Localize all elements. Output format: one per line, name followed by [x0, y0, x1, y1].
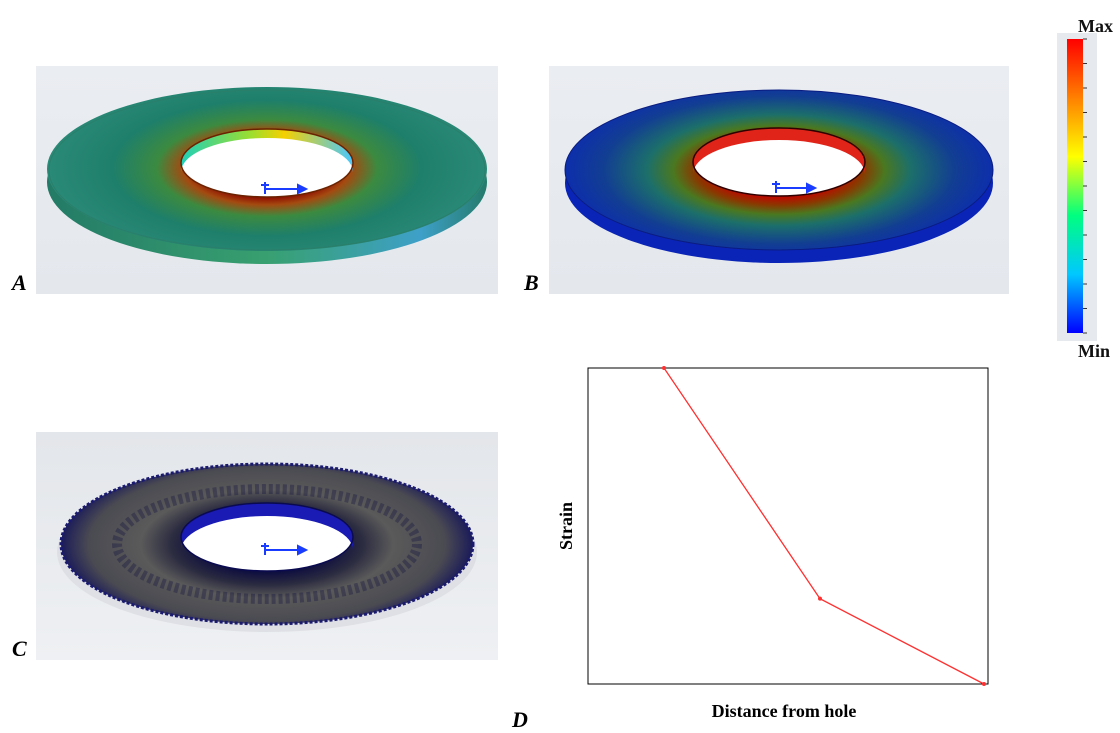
color-scale-max-label: Max: [1078, 16, 1113, 36]
color-scale-bar: [1057, 33, 1097, 341]
washer-c-render: [57, 462, 477, 632]
panel-c-threshold-plot: [36, 432, 498, 660]
axis-triad-icon: [772, 181, 818, 194]
panel-label-a: A: [12, 270, 27, 295]
panel-a-stress-plot: [36, 66, 498, 294]
washer-a-render: [47, 87, 487, 264]
panel-label-b: B: [524, 270, 539, 295]
data-point: [818, 596, 822, 601]
data-point: [662, 366, 666, 370]
panel-label-d: D: [512, 707, 528, 732]
color-scale-min-label: Min: [1078, 341, 1111, 361]
axis-triad-icon: [261, 543, 309, 556]
data-point: [982, 682, 986, 686]
y-axis-title: Strain: [556, 502, 576, 550]
panel-label-c: C: [12, 636, 27, 661]
washer-b-render: [564, 89, 994, 263]
panel-b-strain-plot: [549, 66, 1009, 294]
plot-frame: [587, 367, 989, 685]
axis-triad-icon: [261, 182, 309, 195]
x-axis-title: Distance from hole: [712, 701, 857, 721]
strain-distance-chart: Strain Distance from hole: [548, 360, 992, 724]
